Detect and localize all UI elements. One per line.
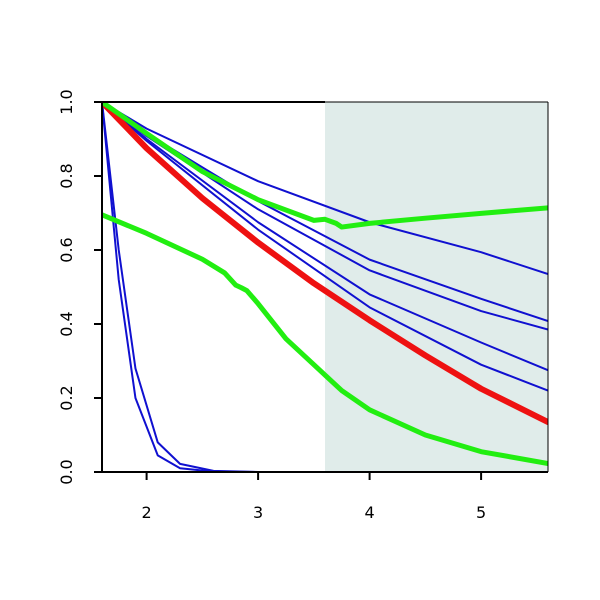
y-tick-label: 1.0 — [57, 89, 76, 114]
x-axis: 2 3 4 5 — [102, 471, 548, 522]
x-tick-label: 5 — [476, 503, 486, 522]
y-tick-label: 0.4 — [57, 311, 76, 336]
series-line-10 — [102, 212, 548, 466]
plot-area — [102, 101, 549, 472]
y-tick-label: 0.6 — [57, 237, 76, 262]
series-line-8 — [102, 102, 548, 426]
x-tick-label: 4 — [365, 503, 375, 522]
y-tick-label: 0.2 — [57, 385, 76, 410]
series-line-9 — [102, 102, 548, 230]
shaded-region — [325, 102, 548, 472]
x-tick-label: 2 — [142, 503, 152, 522]
series-line-5 — [102, 102, 548, 392]
x-tick-label: 3 — [253, 503, 263, 522]
y-axis: 0.0 0.2 0.4 0.6 0.8 1.0 — [57, 89, 103, 485]
y-tick-label: 0.0 — [57, 459, 76, 484]
series-line-1 — [102, 102, 548, 276]
series-line-4 — [102, 102, 548, 372]
y-tick-label: 0.8 — [57, 163, 76, 188]
